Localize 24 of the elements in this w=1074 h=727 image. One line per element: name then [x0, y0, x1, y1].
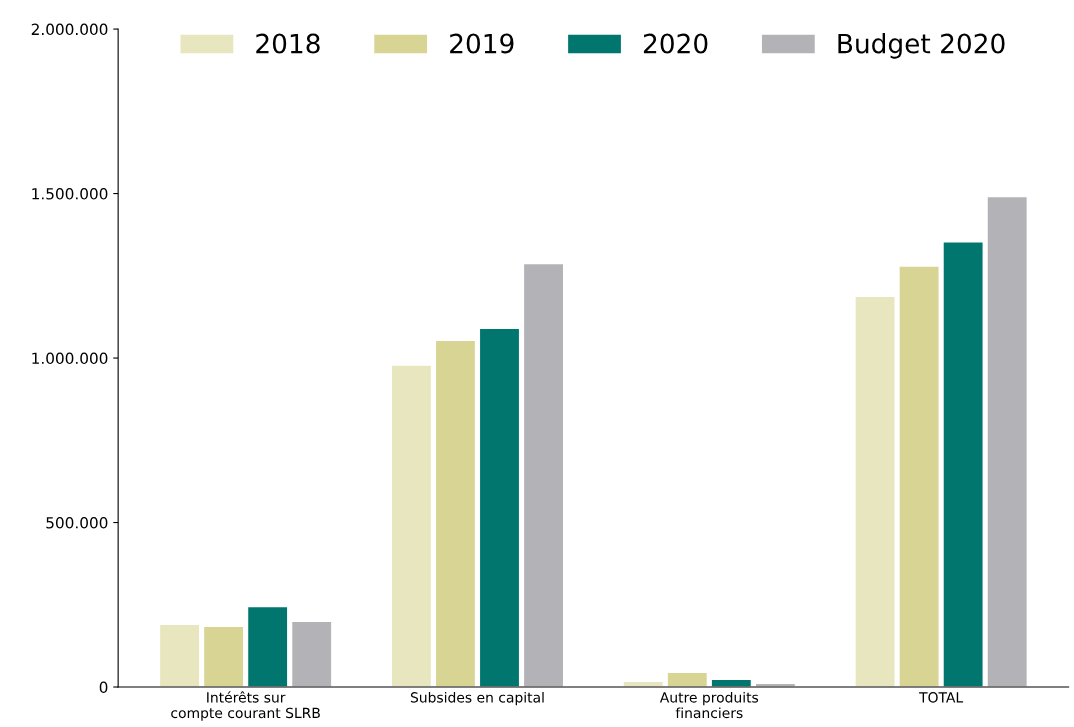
x-tick-label: Autre produits financiers	[659, 691, 759, 719]
bar	[202, 625, 245, 688]
legend-label: Budget 2020	[838, 33, 1005, 59]
bar	[853, 295, 897, 688]
legend-label: 2019	[450, 33, 514, 54]
bar	[390, 364, 433, 688]
bar	[710, 678, 753, 688]
x-tick-label: Intérêts sur compte courant SLRB	[171, 691, 320, 721]
legend-label: 2018	[256, 33, 320, 54]
x-tick-label: TOTAL	[919, 692, 964, 703]
y-tick-label: 1.000.000	[32, 352, 108, 365]
legend-label: 2020	[643, 33, 708, 54]
bar	[246, 605, 289, 688]
bar	[158, 623, 201, 688]
x-tick-label: Subsides en capital	[410, 691, 544, 706]
y-tick-label: 1.500.000	[32, 188, 108, 200]
y-tick-label: 0	[99, 681, 108, 694]
y-tick-label: 2.000.000	[31, 23, 108, 36]
bar	[666, 671, 709, 688]
bar	[290, 620, 333, 688]
bar	[898, 265, 941, 688]
bar	[942, 240, 985, 688]
y-tick-label: 500.000	[46, 517, 108, 529]
bar	[986, 195, 1029, 688]
